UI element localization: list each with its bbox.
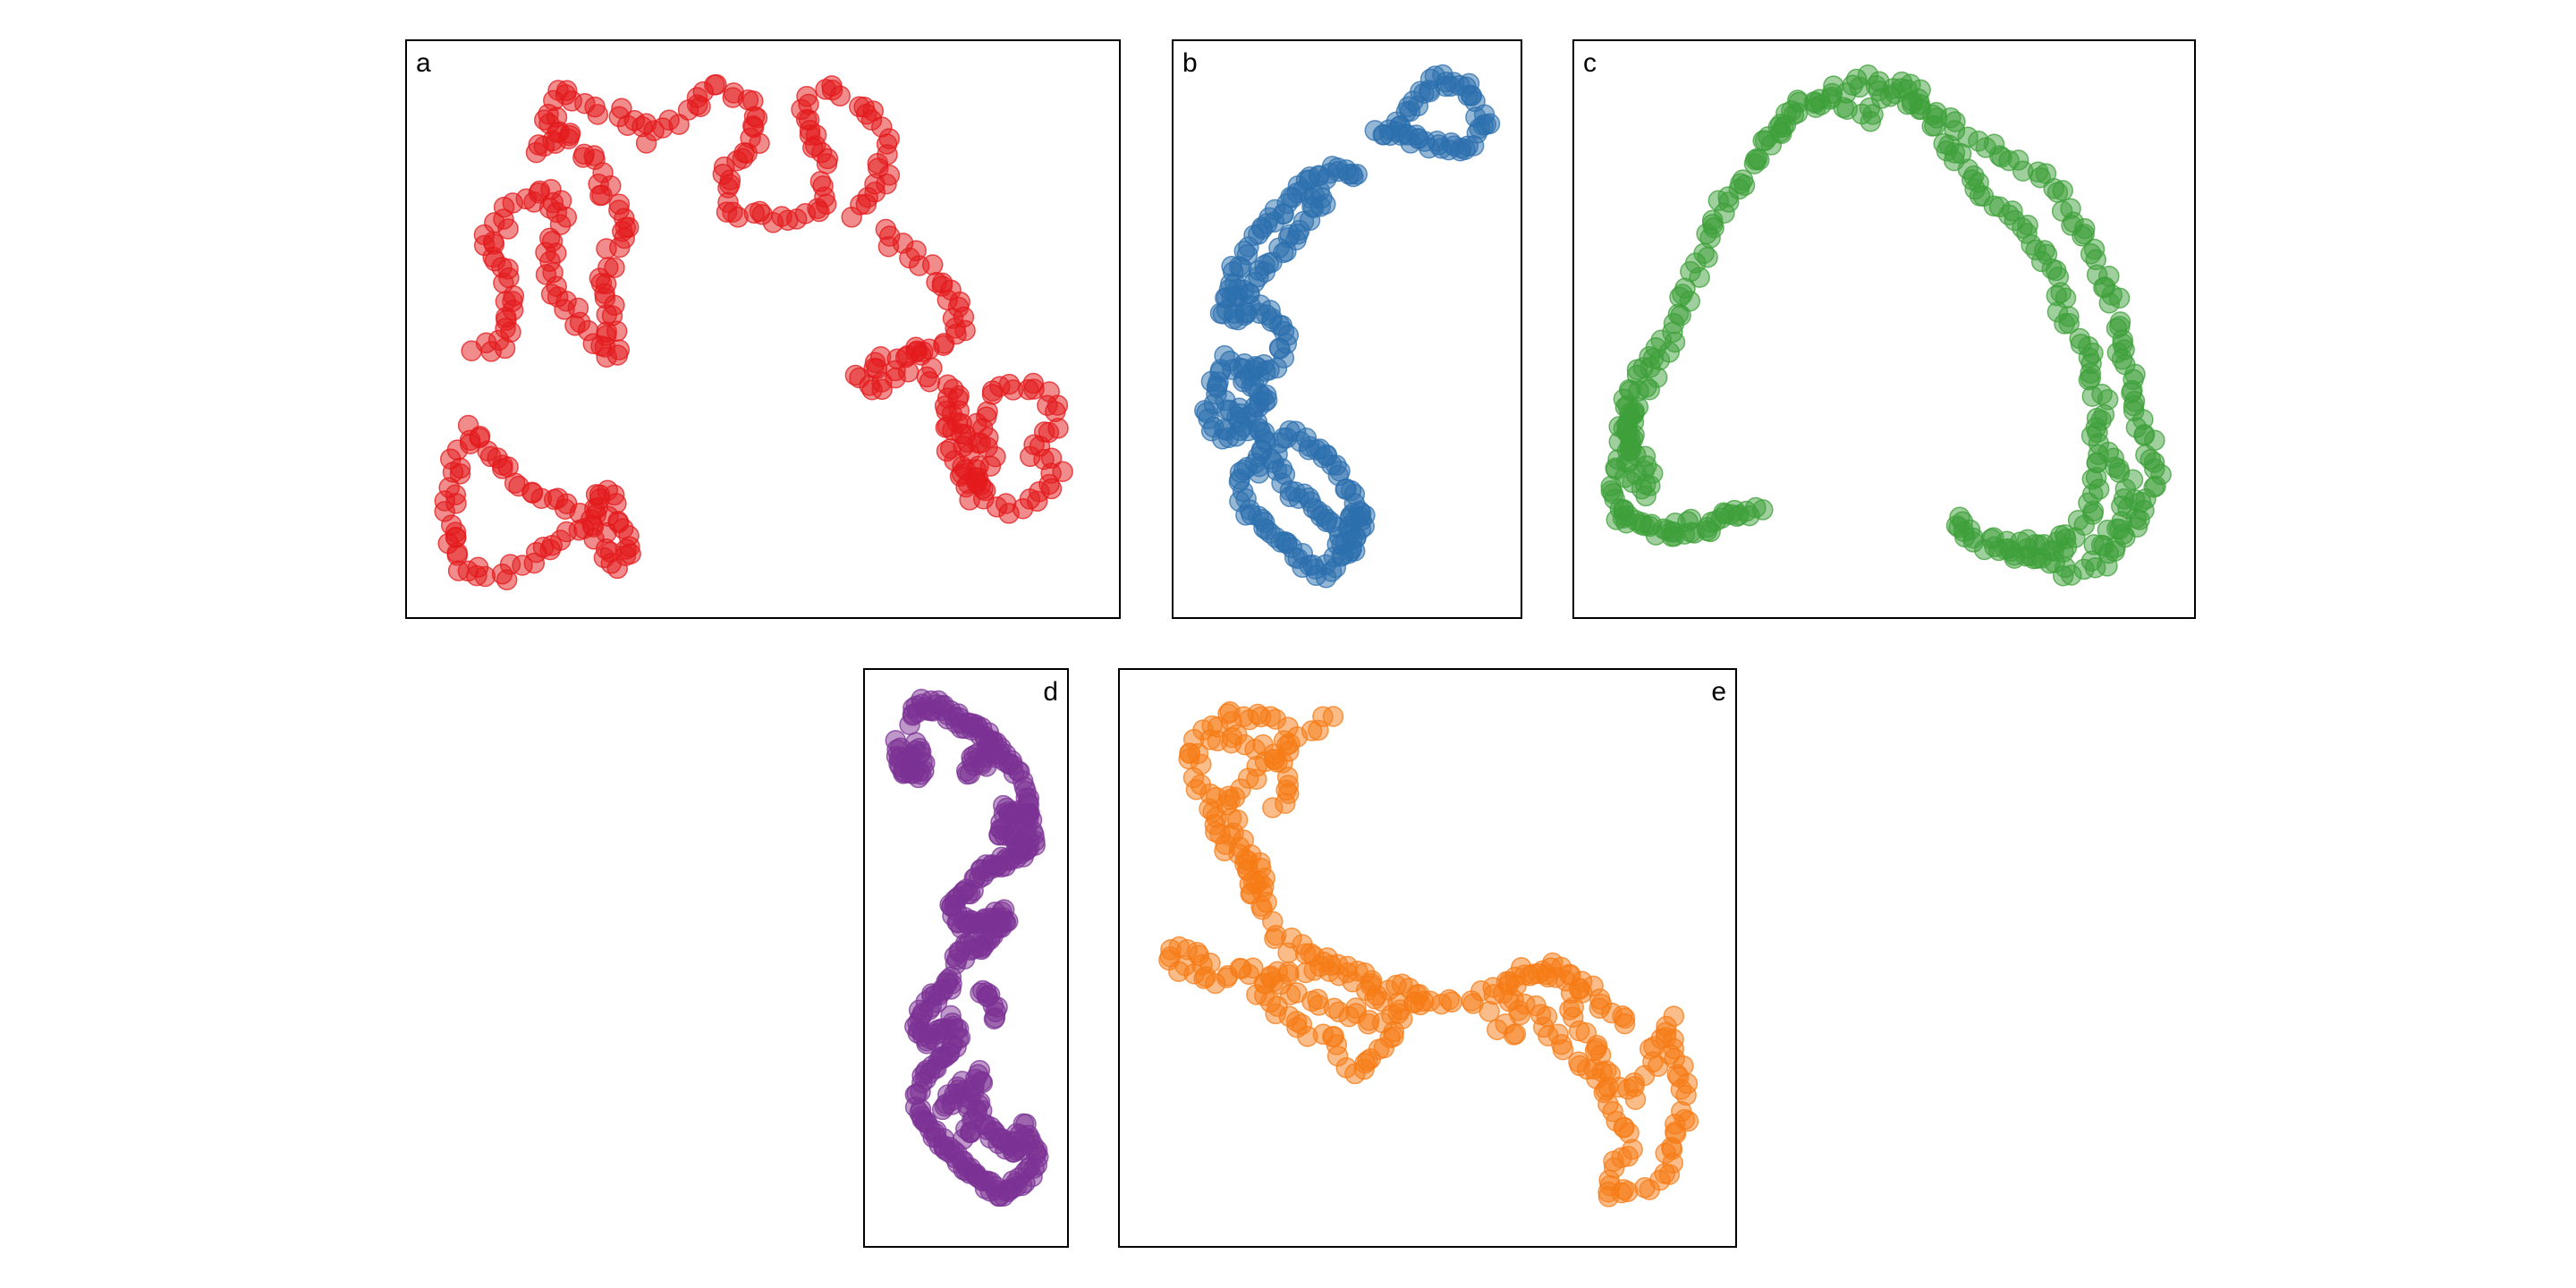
scatter-point-d-462 (1015, 1113, 1037, 1135)
scatter-point-c-219 (2105, 456, 2126, 479)
scatter-point-c-238 (2010, 531, 2031, 553)
scatter-point-a-197 (587, 104, 609, 125)
scatter-panel-c: c (1572, 39, 2196, 619)
scatter-point-a-288 (841, 207, 862, 228)
scatter-point-c-403 (2086, 452, 2108, 474)
scatter-point-a-166 (608, 193, 631, 216)
scatter-point-a-83 (457, 560, 479, 582)
scatter-point-e-304 (1568, 1051, 1589, 1072)
scatter-point-a-386 (981, 384, 1004, 405)
scatter-point-a-323 (844, 364, 867, 386)
scatter-point-e-348 (1504, 1023, 1527, 1045)
scatter-point-e-178 (1259, 965, 1282, 987)
scatter-point-c-229 (2073, 514, 2095, 536)
scatter-plot-c (1600, 64, 2172, 587)
scatter-point-e-278 (1634, 1177, 1656, 1199)
scatter-point-c-382 (2058, 312, 2080, 335)
scatter-point-d-457 (971, 1072, 994, 1094)
scatter-point-e-337 (1614, 1013, 1636, 1035)
scatter-plot-e (1158, 701, 1699, 1208)
scatter-point-d-403 (886, 745, 908, 767)
scatter-point-e-65 (1187, 742, 1209, 765)
scatter-point-a-287 (855, 193, 877, 215)
scatter-point-d-372 (952, 1129, 974, 1150)
panel-label-d: d (1043, 677, 1058, 707)
scatter-panel-b: b (1172, 39, 1522, 619)
scatter-point-a-215 (706, 73, 727, 96)
scatter-point-c-278 (1609, 498, 1631, 520)
scatter-point-a-409 (940, 437, 962, 460)
scatter-point-e-164 (1355, 979, 1377, 1002)
scatter-point-b-198 (1233, 368, 1256, 390)
scatter-point-b-129 (1315, 193, 1336, 215)
scatter-point-a-415 (936, 387, 959, 409)
panel-label-c: c (1583, 48, 1597, 78)
scatter-point-e-344 (1479, 1001, 1500, 1022)
scatter-point-a-157 (597, 257, 619, 278)
scatter-panel-e: e (1118, 668, 1737, 1248)
scatter-point-c-346 (1921, 115, 1943, 137)
scatter-point-a-265 (796, 85, 818, 107)
scatter-point-e-343 (1322, 706, 1344, 727)
scatter-plot-d (885, 689, 1049, 1208)
scatter-point-c-105 (2046, 182, 2069, 203)
scatter-point-d-433 (984, 1006, 1006, 1029)
scatter-plot-a (434, 73, 1073, 591)
scatter-point-a-252 (809, 171, 832, 192)
scatter-point-e-199 (1199, 952, 1221, 974)
scatter-point-e-149 (1307, 988, 1328, 1010)
scatter-point-d-422 (986, 747, 1007, 768)
scatter-point-a-185 (542, 130, 564, 151)
scatter-point-b-58 (1379, 124, 1401, 147)
scatter-point-c-122 (2098, 292, 2121, 314)
scatter-point-a-175 (573, 143, 595, 165)
scatter-point-c-112 (2072, 225, 2093, 247)
scatter-point-c-54 (1732, 169, 1754, 191)
scatter-point-c-333 (1862, 104, 1884, 125)
scatter-panel-a: a (405, 39, 1121, 619)
panel-label-e: e (1711, 677, 1726, 707)
scatter-plot-b (1194, 64, 1501, 589)
scatter-point-e-82 (1262, 797, 1284, 818)
scatter-point-e-207 (1441, 991, 1462, 1013)
scatter-point-c-315 (1619, 402, 1640, 424)
panel-label-a: a (416, 48, 431, 78)
scatter-point-a-335 (919, 370, 941, 393)
scatter-point-b-334 (1354, 504, 1376, 526)
scatter-point-a-296 (921, 254, 944, 275)
panel-label-b: b (1182, 48, 1198, 78)
scatter-panel-d: d (863, 668, 1069, 1248)
scatter-point-c-41 (1697, 247, 1718, 268)
scatter-point-a-269 (829, 85, 851, 107)
